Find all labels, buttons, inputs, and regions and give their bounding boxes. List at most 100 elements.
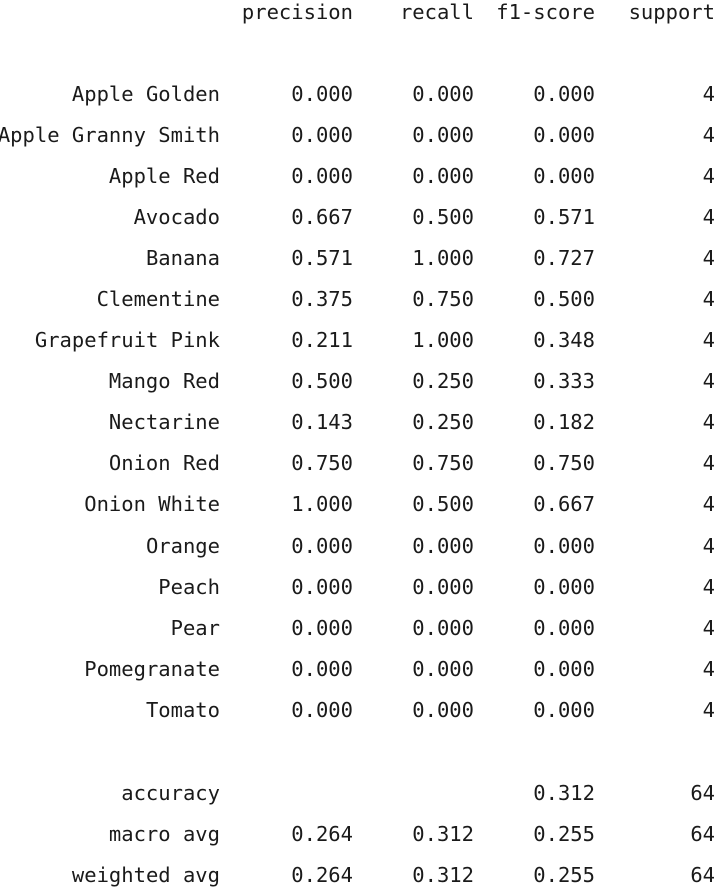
f1-value: 0.750 xyxy=(533,451,595,475)
class-label: Pear xyxy=(170,616,220,640)
class-row: Apple Granny Smith 0.000 0.000 0.000 4 xyxy=(0,120,717,150)
precision-value: 0.500 xyxy=(291,369,353,393)
header-row: precision recall f1-score support xyxy=(0,0,717,27)
recall-value: 0.750 xyxy=(412,451,474,475)
recall-value: 0.250 xyxy=(412,410,474,434)
recall-value: 0.000 xyxy=(412,616,474,640)
support-value: 4 xyxy=(702,164,715,188)
class-row: Onion White 1.000 0.500 0.667 4 xyxy=(0,489,717,519)
recall-value: 0.500 xyxy=(412,205,474,229)
class-label: Mango Red xyxy=(108,369,220,393)
f1-value: 0.000 xyxy=(533,698,595,722)
precision-value: 0.000 xyxy=(291,82,353,106)
precision-value: 0.000 xyxy=(291,123,353,147)
class-row: Clementine 0.375 0.750 0.500 4 xyxy=(0,284,717,314)
class-label: Apple Granny Smith xyxy=(0,123,220,147)
class-row: Mango Red 0.500 0.250 0.333 4 xyxy=(0,366,717,396)
class-label: Avocado xyxy=(133,205,220,229)
class-row: Apple Golden 0.000 0.000 0.000 4 xyxy=(0,79,717,109)
recall-value: 0.500 xyxy=(412,492,474,516)
support-value: 4 xyxy=(702,616,715,640)
f1-value: 0.333 xyxy=(533,369,595,393)
header-support: support xyxy=(628,0,715,24)
recall-value: 1.000 xyxy=(412,246,474,270)
class-label: Onion Red xyxy=(108,451,220,475)
f1-value: 0.571 xyxy=(533,205,595,229)
class-row: Onion Red 0.750 0.750 0.750 4 xyxy=(0,448,717,478)
precision-value: 0.750 xyxy=(291,451,353,475)
summary-row-macro-avg: macro avg 0.264 0.312 0.255 64 xyxy=(0,819,717,849)
precision-value: 0.000 xyxy=(291,164,353,188)
support-value: 4 xyxy=(702,575,715,599)
support-value: 4 xyxy=(702,492,715,516)
precision-value: 0.667 xyxy=(291,205,353,229)
class-row: Tomato 0.000 0.000 0.000 4 xyxy=(0,695,717,725)
precision-value: 0.000 xyxy=(291,616,353,640)
f1-value: 0.000 xyxy=(533,616,595,640)
f1-value: 0.000 xyxy=(533,123,595,147)
support-value: 4 xyxy=(702,534,715,558)
precision-value: 0.000 xyxy=(291,575,353,599)
support-value: 4 xyxy=(702,246,715,270)
f1-value: 0.000 xyxy=(533,575,595,599)
f1-value: 0.500 xyxy=(533,287,595,311)
precision-value: 0.264 xyxy=(291,863,353,887)
support-value: 4 xyxy=(702,123,715,147)
class-label: Clementine xyxy=(96,287,220,311)
class-label: Banana xyxy=(145,246,220,270)
support-value: 64 xyxy=(690,822,715,846)
f1-value: 0.312 xyxy=(533,781,595,805)
recall-value: 0.000 xyxy=(412,698,474,722)
class-label: Grapefruit Pink xyxy=(34,328,220,352)
summary-label: weighted avg xyxy=(71,863,220,887)
precision-value: 0.571 xyxy=(291,246,353,270)
class-row: Apple Red 0.000 0.000 0.000 4 xyxy=(0,161,717,191)
class-row: Orange 0.000 0.000 0.000 4 xyxy=(0,531,717,561)
recall-value: 0.000 xyxy=(412,164,474,188)
precision-value: 1.000 xyxy=(291,492,353,516)
class-row: Banana 0.571 1.000 0.727 4 xyxy=(0,243,717,273)
class-row: Nectarine 0.143 0.250 0.182 4 xyxy=(0,407,717,437)
support-value: 64 xyxy=(690,781,715,805)
class-row: Avocado 0.667 0.500 0.571 4 xyxy=(0,202,717,232)
f1-value: 0.000 xyxy=(533,657,595,681)
f1-value: 0.348 xyxy=(533,328,595,352)
class-label: Nectarine xyxy=(108,410,220,434)
recall-value: 0.000 xyxy=(412,82,474,106)
recall-value: 1.000 xyxy=(412,328,474,352)
support-value: 4 xyxy=(702,82,715,106)
recall-value: 0.000 xyxy=(412,123,474,147)
class-label: Apple Golden xyxy=(71,82,220,106)
support-value: 4 xyxy=(702,287,715,311)
class-row: Grapefruit Pink 0.211 1.000 0.348 4 xyxy=(0,325,717,355)
f1-value: 0.000 xyxy=(533,82,595,106)
recall-value: 0.312 xyxy=(412,822,474,846)
class-row: Pomegranate 0.000 0.000 0.000 4 xyxy=(0,654,717,684)
precision-value: 0.000 xyxy=(291,534,353,558)
summary-row-accuracy: accuracy 0.312 64 xyxy=(0,778,717,808)
recall-value: 0.312 xyxy=(412,863,474,887)
f1-value: 0.000 xyxy=(533,164,595,188)
class-row: Peach 0.000 0.000 0.000 4 xyxy=(0,572,717,602)
class-row: Pear 0.000 0.000 0.000 4 xyxy=(0,613,717,643)
class-label: Orange xyxy=(145,534,220,558)
f1-value: 0.182 xyxy=(533,410,595,434)
summary-label: accuracy xyxy=(121,781,220,805)
f1-value: 0.255 xyxy=(533,863,595,887)
header-recall: recall xyxy=(399,0,474,24)
f1-value: 0.727 xyxy=(533,246,595,270)
precision-value: 0.375 xyxy=(291,287,353,311)
summary-row-weighted-avg: weighted avg 0.264 0.312 0.255 64 xyxy=(0,860,717,890)
class-label: Onion White xyxy=(84,492,220,516)
class-label: Apple Red xyxy=(108,164,220,188)
precision-value: 0.143 xyxy=(291,410,353,434)
precision-value: 0.211 xyxy=(291,328,353,352)
summary-label: macro avg xyxy=(108,822,220,846)
precision-value: 0.264 xyxy=(291,822,353,846)
f1-value: 0.255 xyxy=(533,822,595,846)
f1-value: 0.000 xyxy=(533,534,595,558)
precision-value: 0.000 xyxy=(291,657,353,681)
support-value: 64 xyxy=(690,863,715,887)
recall-value: 0.250 xyxy=(412,369,474,393)
support-value: 4 xyxy=(702,369,715,393)
